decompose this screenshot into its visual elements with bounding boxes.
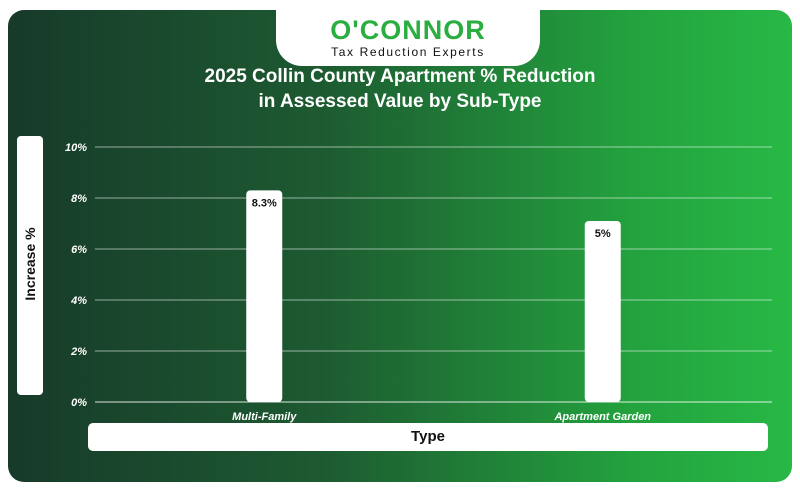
chart-title-line-1: 2025 Collin County Apartment % Reduction <box>204 66 596 87</box>
brand-tagline: Tax Reduction Experts <box>331 45 485 59</box>
y-tick-label: 2% <box>70 346 87 358</box>
y-axis-label-box: Increase % <box>17 136 43 395</box>
bar-data-label: 8.3% <box>252 197 277 209</box>
x-tick-label: Apartment Garden <box>553 411 651 423</box>
y-tick-label: 4% <box>70 295 87 307</box>
x-axis-label-box: Type <box>88 423 768 451</box>
y-tick-label: 10% <box>65 142 87 154</box>
y-tick-label: 8% <box>71 193 87 205</box>
chart-title-line-2: in Assessed Value by Sub-Type <box>258 91 542 112</box>
brand-logo: O'CONNOR <box>330 15 486 45</box>
x-axis-label: Type <box>411 428 445 445</box>
x-tick-label: Multi-Family <box>232 411 297 423</box>
bar-data-label: 5% <box>595 228 611 240</box>
logo-tab: O'CONNOR Tax Reduction Experts <box>276 10 540 66</box>
chart-card: O'CONNOR Tax Reduction Experts <box>8 10 792 482</box>
y-tick-label: 0% <box>71 397 87 409</box>
bar <box>584 220 621 402</box>
bar <box>246 190 283 402</box>
chart-title: 2025 Collin County Apartment % Reduction… <box>100 64 700 114</box>
y-tick-label: 6% <box>71 244 87 256</box>
